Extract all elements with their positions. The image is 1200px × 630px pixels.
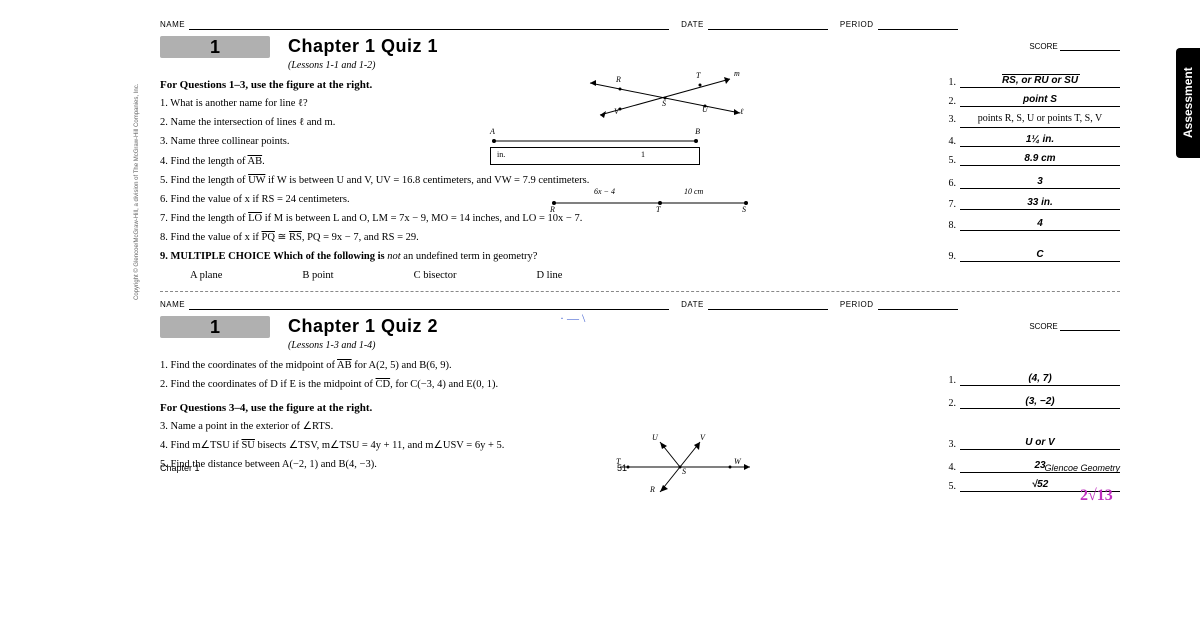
separator bbox=[160, 291, 1120, 292]
figure-ruler: in. 1 bbox=[490, 147, 700, 165]
score-field-2: SCORE bbox=[1029, 322, 1120, 331]
figure-lines: R T m V S U ℓ bbox=[580, 73, 750, 123]
q1-8: 8. Find the value of x if PQ ≅ RS, PQ = … bbox=[160, 231, 770, 245]
ans-2-1: (4, 7) bbox=[960, 373, 1120, 386]
ans-1-1: RS, or RU or SU bbox=[960, 75, 1120, 88]
worksheet-page: NAME DATE PERIOD 1 Chapter 1 Quiz 1 SCOR… bbox=[160, 20, 1120, 477]
quiz1-block: NAME DATE PERIOD 1 Chapter 1 Quiz 1 SCOR… bbox=[160, 20, 1120, 281]
ans-1-9: C bbox=[960, 249, 1120, 262]
q1-5: 5. Find the length of UW if W is between… bbox=[160, 174, 770, 188]
q2-2: 2. Find the coordinates of D if E is the… bbox=[160, 378, 770, 392]
quiz2-instructions: For Questions 3–4, use the figure at the… bbox=[160, 402, 770, 414]
ans-1-3: points R, S, U or points T, S, V bbox=[960, 113, 1120, 125]
choice-a: A plane bbox=[190, 270, 222, 281]
quiz2-lessons: (Lessons 1-3 and 1-4) bbox=[288, 340, 1120, 351]
footer-center: 51 bbox=[617, 463, 627, 473]
chapter-number-2: 1 bbox=[160, 316, 270, 338]
ans-1-6: 3 bbox=[960, 176, 1120, 189]
score-field-1: SCORE bbox=[1029, 42, 1120, 51]
label-name-2: NAME bbox=[160, 300, 185, 310]
q2-1: 1. Find the coordinates of the midpoint … bbox=[160, 359, 770, 373]
choice-b: B point bbox=[302, 270, 333, 281]
footer-right: Glencoe Geometry bbox=[1044, 463, 1120, 473]
header-fields-1: NAME DATE PERIOD bbox=[160, 20, 1120, 30]
quiz2-answers: 1.(4, 7) 2.(3, −2) 3.U or V 4.23 5.√52 bbox=[940, 373, 1120, 498]
label-name: NAME bbox=[160, 20, 185, 30]
label-date: DATE bbox=[681, 20, 704, 30]
ans-1-7: 33 in. bbox=[960, 197, 1120, 210]
quiz1-title: Chapter 1 Quiz 1 bbox=[288, 36, 438, 57]
quiz2-title: Chapter 1 Quiz 2 bbox=[288, 316, 438, 337]
q1-9: 9. MULTIPLE CHOICE Which of the followin… bbox=[160, 250, 770, 264]
handwritten-note: 2√13 bbox=[1080, 487, 1113, 505]
footer-left: Chapter 1 bbox=[160, 463, 200, 473]
q1-9-choices: A plane B point C bisector D line bbox=[190, 270, 770, 281]
assessment-tab: Assessment bbox=[1176, 48, 1200, 158]
choice-d: D line bbox=[536, 270, 562, 281]
copyright-text: Copyright © Glencoe/McGraw-Hill, a divis… bbox=[134, 20, 140, 300]
ans-1-5: 8.9 cm bbox=[960, 153, 1120, 166]
ans-1-8: 4 bbox=[960, 218, 1120, 231]
ans-2-3: U or V bbox=[960, 437, 1120, 450]
q2-3: 3. Name a point in the exterior of ∠RTS. bbox=[160, 420, 770, 434]
figure-segment-ab: A B bbox=[490, 129, 700, 147]
label-period: PERIOD bbox=[840, 20, 874, 30]
label-period-2: PERIOD bbox=[840, 300, 874, 310]
quiz1-lessons: (Lessons 1-1 and 1-2) bbox=[288, 60, 1120, 71]
q1-7: 7. Find the length of LO if M is between… bbox=[160, 212, 770, 226]
ans-1-4: 1¼ in. bbox=[960, 134, 1120, 147]
ans-1-2: point S bbox=[960, 94, 1120, 107]
quiz1-instructions: For Questions 1–3, use the figure at the… bbox=[160, 79, 520, 91]
page-footer: Chapter 1 51 Glencoe Geometry bbox=[160, 463, 1120, 473]
header-fields-2: NAME DATE PERIOD bbox=[160, 300, 1120, 310]
chapter-number-1: 1 bbox=[160, 36, 270, 58]
quiz2-block: NAME DATE PERIOD 1 Chapter 1 Quiz 2 SCOR… bbox=[160, 300, 1120, 473]
quiz1-questions: 1. What is another name for line ℓ? 2. N… bbox=[160, 97, 770, 281]
quiz1-answers: 1.RS, or RU or SU 2.point S 3.points R, … bbox=[940, 75, 1120, 268]
ans-2-2: (3, −2) bbox=[960, 396, 1120, 409]
choice-c: C bisector bbox=[414, 270, 457, 281]
figure-segment-rts: 6x − 4 10 cm R T S bbox=[550, 197, 750, 209]
label-date-2: DATE bbox=[681, 300, 704, 310]
